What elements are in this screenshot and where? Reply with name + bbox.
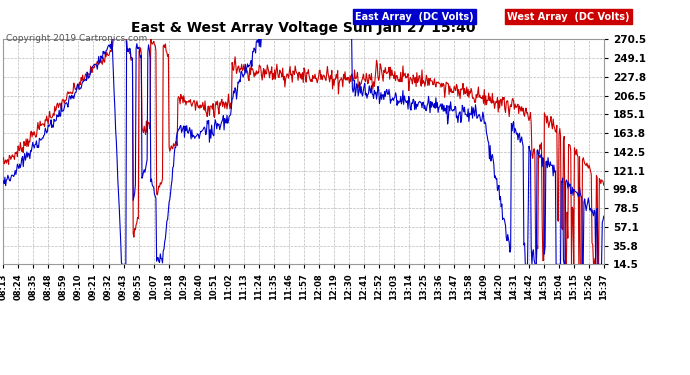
Text: Copyright 2019 Cartronics.com: Copyright 2019 Cartronics.com	[6, 34, 147, 43]
Title: East & West Array Voltage Sun Jan 27 15:40: East & West Array Voltage Sun Jan 27 15:…	[131, 21, 476, 35]
Text: East Array  (DC Volts): East Array (DC Volts)	[355, 12, 474, 22]
Text: West Array  (DC Volts): West Array (DC Volts)	[507, 12, 630, 22]
